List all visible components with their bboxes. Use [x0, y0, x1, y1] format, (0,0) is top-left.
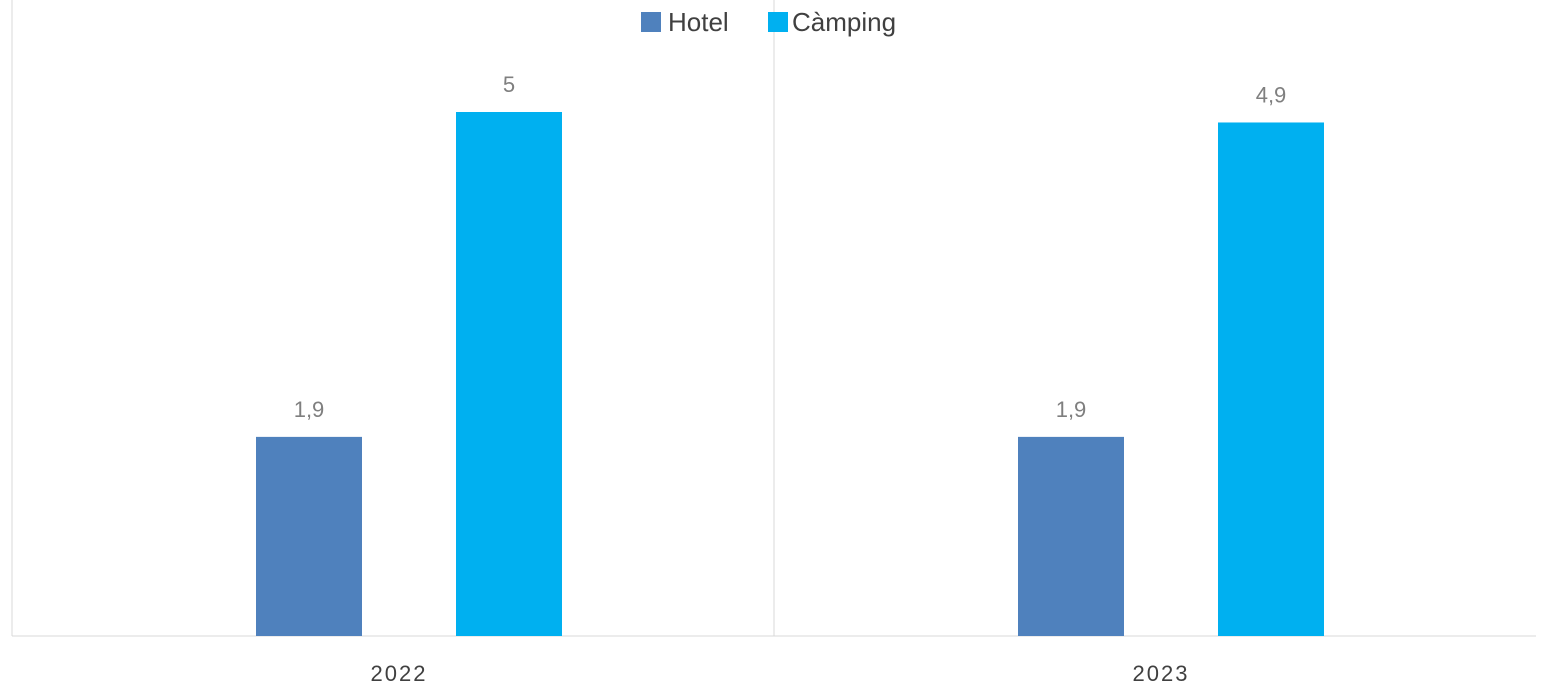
legend: Hotel Càmping	[641, 7, 896, 37]
bar-hotel-2023	[1018, 436, 1124, 636]
legend-swatch-0	[641, 12, 661, 32]
x-tick-label: 2023	[1133, 661, 1190, 686]
bar-c-mping-2023	[1218, 122, 1324, 637]
legend-label-1: Càmping	[792, 7, 896, 37]
data-label: 1,9	[294, 397, 325, 422]
data-label: 1,9	[1056, 397, 1087, 422]
bar-hotel-2022	[256, 436, 362, 636]
bars-layer	[256, 112, 1324, 637]
data-label: 5	[503, 72, 515, 97]
labels-layer: 1,9 5 2022 1,9 4,9 2023	[294, 72, 1287, 686]
legend-swatch-1	[768, 12, 788, 32]
data-label: 4,9	[1256, 82, 1287, 107]
legend-label-0: Hotel	[668, 7, 729, 37]
x-tick-label: 2022	[371, 661, 428, 686]
bar-c-mping-2022	[456, 112, 562, 636]
